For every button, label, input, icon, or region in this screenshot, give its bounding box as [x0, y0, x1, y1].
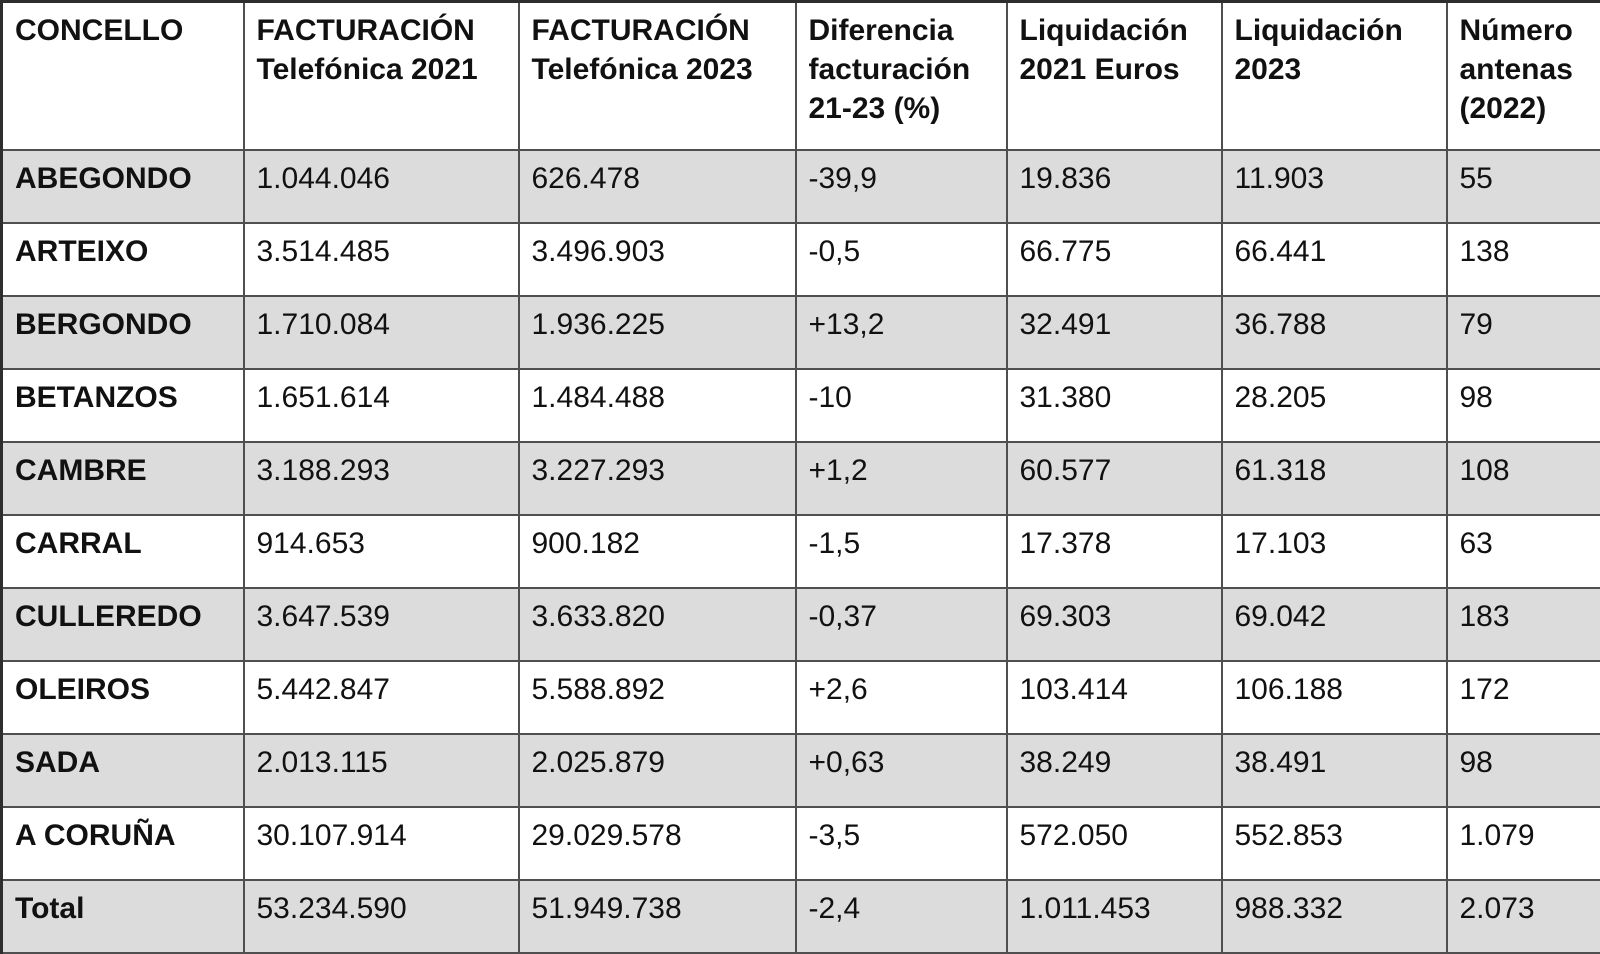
cell-diferencia-21-23: -0,37: [796, 588, 1007, 661]
cell-liquidacion-2023: 106.188: [1222, 661, 1447, 734]
cell-numero-antenas: 2.073: [1447, 880, 1600, 953]
cell-diferencia-21-23: -1,5: [796, 515, 1007, 588]
row-label: CULLEREDO: [2, 588, 244, 661]
column-header-concello: CONCELLO: [2, 2, 244, 150]
cell-diferencia-21-23: -2,4: [796, 880, 1007, 953]
cell-diferencia-21-23: +13,2: [796, 296, 1007, 369]
cell-liquidacion-2021: 19.836: [1007, 150, 1222, 223]
row-label: BERGONDO: [2, 296, 244, 369]
cell-numero-antenas: 63: [1447, 515, 1600, 588]
cell-facturacion-2023: 3.496.903: [519, 223, 796, 296]
row-label: A CORUÑA: [2, 807, 244, 880]
row-label: CAMBRE: [2, 442, 244, 515]
row-label: ARTEIXO: [2, 223, 244, 296]
cell-liquidacion-2023: 11.903: [1222, 150, 1447, 223]
cell-liquidacion-2023: 988.332: [1222, 880, 1447, 953]
cell-facturacion-2023: 1.484.488: [519, 369, 796, 442]
cell-diferencia-21-23: +1,2: [796, 442, 1007, 515]
cell-numero-antenas: 98: [1447, 369, 1600, 442]
cell-numero-antenas: 55: [1447, 150, 1600, 223]
cell-liquidacion-2021: 17.378: [1007, 515, 1222, 588]
cell-diferencia-21-23: -3,5: [796, 807, 1007, 880]
column-header-facturacion-2021: FACTURACIÓN Telefónica 2021: [244, 2, 519, 150]
cell-diferencia-21-23: -0,5: [796, 223, 1007, 296]
row-label: SADA: [2, 734, 244, 807]
cell-diferencia-21-23: +2,6: [796, 661, 1007, 734]
cell-numero-antenas: 172: [1447, 661, 1600, 734]
column-header-numero-antenas: Número antenas (2022): [1447, 2, 1600, 150]
cell-numero-antenas: 138: [1447, 223, 1600, 296]
cell-facturacion-2021: 30.107.914: [244, 807, 519, 880]
cell-liquidacion-2023: 17.103: [1222, 515, 1447, 588]
cell-facturacion-2023: 2.025.879: [519, 734, 796, 807]
row-label: ABEGONDO: [2, 150, 244, 223]
cell-liquidacion-2023: 38.491: [1222, 734, 1447, 807]
row-label: Total: [2, 880, 244, 953]
cell-diferencia-21-23: -10: [796, 369, 1007, 442]
cell-liquidacion-2023: 552.853: [1222, 807, 1447, 880]
cell-numero-antenas: 108: [1447, 442, 1600, 515]
cell-numero-antenas: 183: [1447, 588, 1600, 661]
cell-facturacion-2023: 29.029.578: [519, 807, 796, 880]
cell-liquidacion-2021: 103.414: [1007, 661, 1222, 734]
cell-liquidacion-2023: 66.441: [1222, 223, 1447, 296]
cell-facturacion-2023: 626.478: [519, 150, 796, 223]
cell-facturacion-2021: 53.234.590: [244, 880, 519, 953]
cell-liquidacion-2023: 36.788: [1222, 296, 1447, 369]
cell-liquidacion-2021: 69.303: [1007, 588, 1222, 661]
cell-numero-antenas: 1.079: [1447, 807, 1600, 880]
cell-liquidacion-2023: 61.318: [1222, 442, 1447, 515]
column-header-diferencia-21-23: Diferencia facturación 21-23 (%): [796, 2, 1007, 150]
cell-numero-antenas: 79: [1447, 296, 1600, 369]
cell-diferencia-21-23: +0,63: [796, 734, 1007, 807]
cell-facturacion-2021: 914.653: [244, 515, 519, 588]
column-header-liquidacion-2021: Liquidación 2021 Euros: [1007, 2, 1222, 150]
cell-facturacion-2023: 51.949.738: [519, 880, 796, 953]
cell-liquidacion-2021: 572.050: [1007, 807, 1222, 880]
cell-facturacion-2023: 1.936.225: [519, 296, 796, 369]
cell-facturacion-2021: 1.710.084: [244, 296, 519, 369]
cell-liquidacion-2021: 60.577: [1007, 442, 1222, 515]
cell-facturacion-2023: 900.182: [519, 515, 796, 588]
cell-numero-antenas: 98: [1447, 734, 1600, 807]
cell-facturacion-2021: 3.647.539: [244, 588, 519, 661]
cell-liquidacion-2023: 69.042: [1222, 588, 1447, 661]
cell-facturacion-2023: 5.588.892: [519, 661, 796, 734]
cell-facturacion-2023: 3.633.820: [519, 588, 796, 661]
cell-liquidacion-2021: 31.380: [1007, 369, 1222, 442]
row-label: OLEIROS: [2, 661, 244, 734]
cell-liquidacion-2021: 32.491: [1007, 296, 1222, 369]
cell-facturacion-2021: 3.514.485: [244, 223, 519, 296]
cell-facturacion-2021: 1.651.614: [244, 369, 519, 442]
cell-liquidacion-2023: 28.205: [1222, 369, 1447, 442]
row-label: BETANZOS: [2, 369, 244, 442]
cell-facturacion-2023: 3.227.293: [519, 442, 796, 515]
cell-liquidacion-2021: 1.011.453: [1007, 880, 1222, 953]
column-header-liquidacion-2023: Liquidación 2023: [1222, 2, 1447, 150]
cell-facturacion-2021: 3.188.293: [244, 442, 519, 515]
cell-liquidacion-2021: 38.249: [1007, 734, 1222, 807]
cell-diferencia-21-23: -39,9: [796, 150, 1007, 223]
cell-liquidacion-2021: 66.775: [1007, 223, 1222, 296]
column-header-facturacion-2023: FACTURACIÓN Telefónica 2023: [519, 2, 796, 150]
row-label: CARRAL: [2, 515, 244, 588]
cell-facturacion-2021: 1.044.046: [244, 150, 519, 223]
cell-facturacion-2021: 5.442.847: [244, 661, 519, 734]
cell-facturacion-2021: 2.013.115: [244, 734, 519, 807]
